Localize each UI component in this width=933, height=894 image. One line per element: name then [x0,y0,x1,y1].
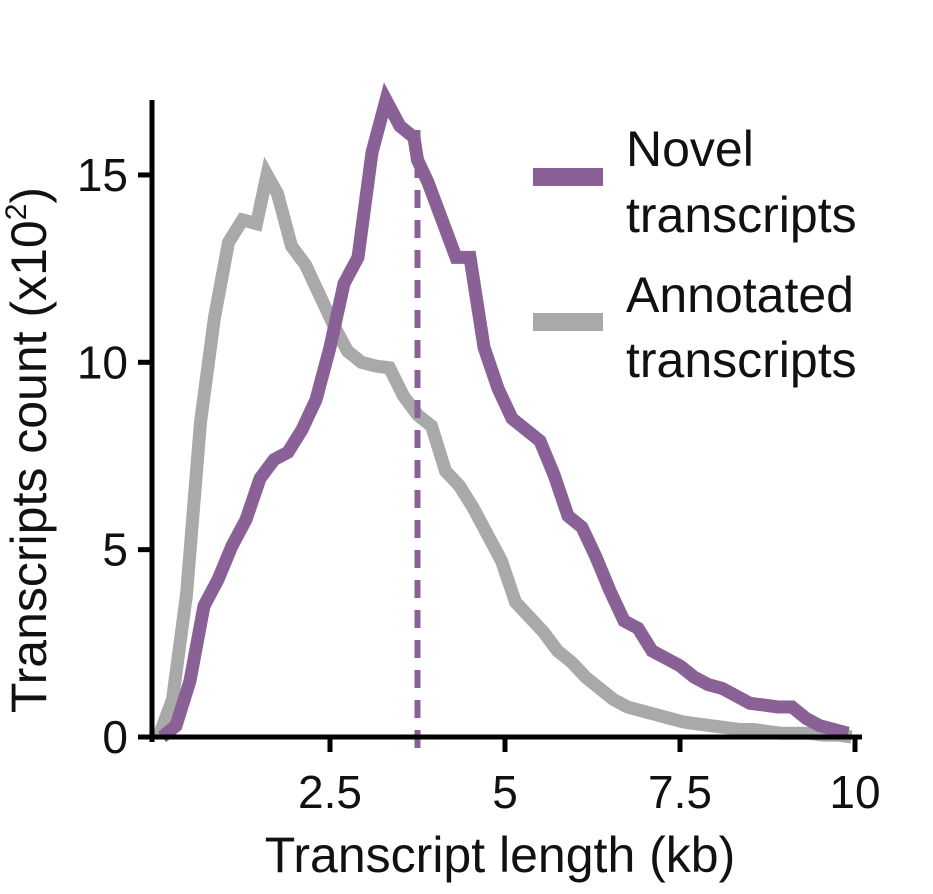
y-tick-label: 5 [102,524,128,576]
y-axis-title-suffix: ) [1,187,57,204]
legend-label-novel-line1: Novel [626,121,754,177]
legend-label-annotated-line1: Annotated [626,267,854,323]
y-axis-title-exponent: 2 [0,204,33,221]
y-axis-ticks: 0 5 10 15 [77,149,152,763]
legend-label-annotated-line2: transcripts [626,332,857,388]
x-tick-label: 5 [492,766,518,818]
y-tick-label: 15 [77,149,128,201]
y-axis-title: Transcripts count (x102) [0,187,57,713]
y-tick-label: 0 [102,711,128,763]
legend-label-novel-line2: transcripts [626,187,857,243]
x-tick-label: 2.5 [298,766,362,818]
y-tick-label: 10 [77,336,128,388]
x-axis-ticks: 2.5 5 7.5 10 [298,737,881,818]
y-axis-title-prefix: Transcripts count (x10 [1,220,57,713]
series-line-novel [157,82,850,743]
legend: Novel transcripts Annotated transcripts [533,121,857,388]
series-line-annotated [152,156,853,744]
x-tick-label: 7.5 [648,766,712,818]
x-axis-title: Transcript length (kb) [265,827,736,883]
x-tick-label: 10 [829,766,880,818]
plot-area [152,82,853,750]
